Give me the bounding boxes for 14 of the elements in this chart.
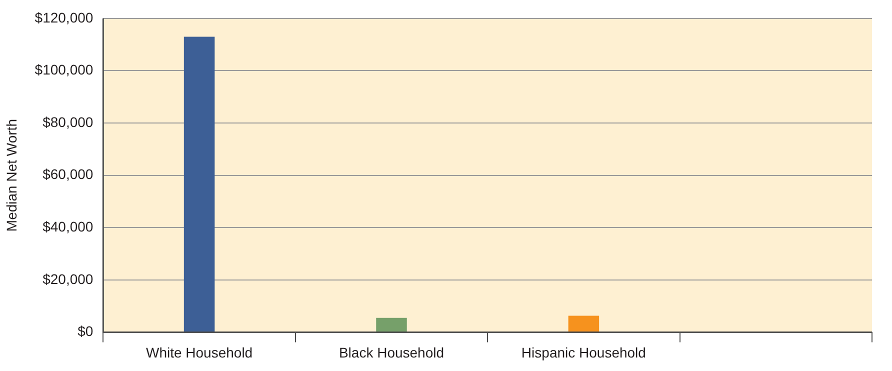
y-tick-label: $0 bbox=[78, 323, 94, 340]
y-tick-label: $60,000 bbox=[42, 166, 94, 182]
bar bbox=[184, 36, 215, 332]
x-tick-label: Black Household bbox=[338, 344, 444, 360]
x-tick-label: White Household bbox=[146, 344, 253, 360]
bar bbox=[376, 318, 407, 332]
y-tick-label: $100,000 bbox=[34, 62, 94, 78]
x-tick-label: Hispanic Household bbox=[521, 344, 646, 360]
y-tick-label: $80,000 bbox=[42, 114, 94, 130]
y-tick-label: $120,000 bbox=[34, 9, 94, 26]
y-tick-label: $40,000 bbox=[42, 218, 94, 234]
bar bbox=[568, 316, 600, 332]
y-tick-label: $20,000 bbox=[42, 270, 94, 287]
y-axis-title: Median Net Worth bbox=[3, 119, 20, 232]
